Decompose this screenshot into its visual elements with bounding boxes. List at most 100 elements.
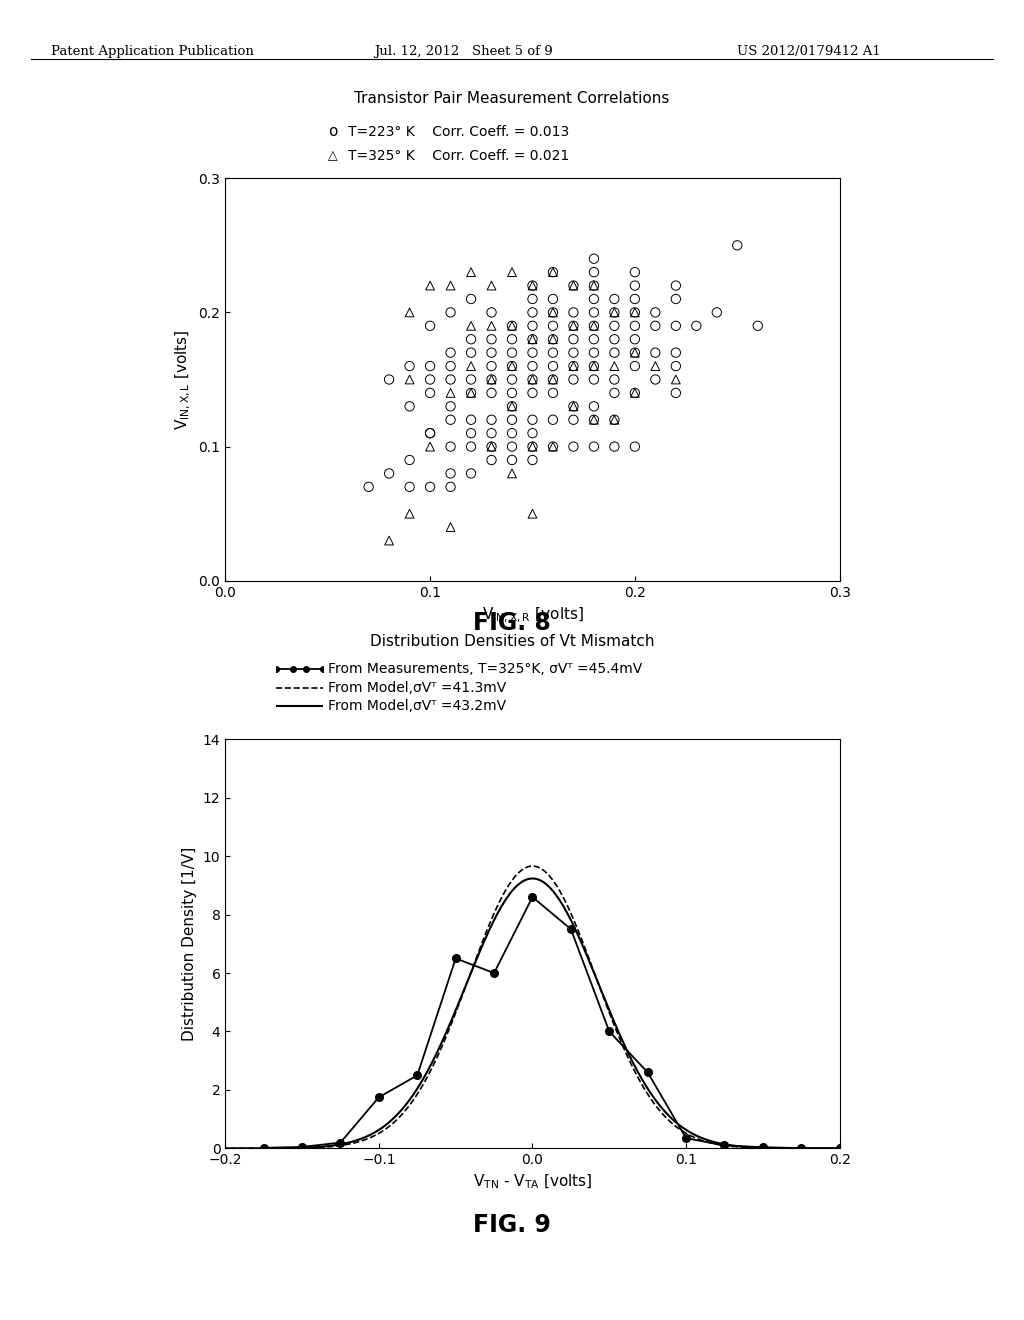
Point: [504, 449, 520, 471]
Point: [504, 422, 520, 444]
Text: Distribution Densities of Vt Mismatch: Distribution Densities of Vt Mismatch: [370, 635, 654, 649]
Point: [586, 355, 602, 376]
Point: [627, 329, 643, 350]
Point: [586, 329, 602, 350]
Point: [360, 477, 377, 498]
Point: [586, 315, 602, 337]
Point: [709, 302, 725, 323]
Point: [463, 422, 479, 444]
Point: [442, 368, 459, 391]
Point: [463, 355, 479, 376]
Point: [401, 503, 418, 524]
Point: [545, 289, 561, 310]
Point: [504, 368, 520, 391]
Point: [524, 503, 541, 524]
Point: [463, 409, 479, 430]
X-axis label: V$_{\mathregular{IN, X, R}}$ [volts]: V$_{\mathregular{IN, X, R}}$ [volts]: [481, 605, 584, 624]
Y-axis label: Distribution Density [1/V]: Distribution Density [1/V]: [182, 846, 198, 1041]
Point: [504, 409, 520, 430]
Point: [606, 329, 623, 350]
Point: [668, 383, 684, 404]
Point: [504, 383, 520, 404]
Point: [586, 436, 602, 457]
Point: [524, 302, 541, 323]
Point: [750, 315, 766, 337]
Point: [524, 329, 541, 350]
Point: [545, 368, 561, 391]
Point: [504, 315, 520, 337]
Point: [565, 315, 582, 337]
Point: [565, 275, 582, 296]
Point: [483, 302, 500, 323]
Text: From Model,σVᵀ =43.2mV: From Model,σVᵀ =43.2mV: [328, 700, 506, 713]
Point: [586, 396, 602, 417]
Point: [586, 409, 602, 430]
Point: [524, 275, 541, 296]
Point: [483, 436, 500, 457]
Point: [422, 436, 438, 457]
Point: [565, 409, 582, 430]
Point: [483, 449, 500, 471]
Point: [463, 329, 479, 350]
Point: [545, 329, 561, 350]
Point: [524, 422, 541, 444]
Point: [401, 302, 418, 323]
Point: [627, 261, 643, 282]
Point: [483, 368, 500, 391]
Point: [627, 383, 643, 404]
Point: [401, 396, 418, 417]
Point: [442, 477, 459, 498]
Text: o: o: [328, 124, 338, 140]
Point: [545, 315, 561, 337]
Point: [401, 368, 418, 391]
Point: [442, 516, 459, 537]
Point: [504, 355, 520, 376]
Point: [545, 436, 561, 457]
Point: [401, 477, 418, 498]
Point: [545, 409, 561, 430]
Point: [565, 275, 582, 296]
Point: [586, 261, 602, 282]
Point: [606, 409, 623, 430]
Point: [483, 342, 500, 363]
Point: [627, 355, 643, 376]
Point: [565, 342, 582, 363]
Point: [483, 383, 500, 404]
Text: From Model,σVᵀ =41.3mV: From Model,σVᵀ =41.3mV: [328, 681, 506, 694]
Point: [442, 302, 459, 323]
Point: [483, 409, 500, 430]
Point: [442, 383, 459, 404]
Point: [627, 342, 643, 363]
Point: [442, 436, 459, 457]
Point: [422, 355, 438, 376]
Point: [565, 329, 582, 350]
Point: [647, 302, 664, 323]
Point: [565, 368, 582, 391]
Point: [606, 315, 623, 337]
Point: [668, 342, 684, 363]
Point: [524, 449, 541, 471]
Point: [545, 436, 561, 457]
Point: [504, 355, 520, 376]
Point: [545, 302, 561, 323]
Point: [606, 289, 623, 310]
Point: [504, 396, 520, 417]
Point: [483, 368, 500, 391]
Point: [524, 368, 541, 391]
Point: [627, 315, 643, 337]
Point: [524, 329, 541, 350]
Point: [483, 355, 500, 376]
Point: [606, 302, 623, 323]
Point: [545, 261, 561, 282]
Point: [422, 477, 438, 498]
Point: [627, 289, 643, 310]
Point: [668, 275, 684, 296]
Point: [524, 315, 541, 337]
Point: [463, 383, 479, 404]
Point: [606, 383, 623, 404]
Point: [463, 436, 479, 457]
Point: [401, 449, 418, 471]
Point: [381, 529, 397, 552]
Point: [627, 342, 643, 363]
Point: [647, 342, 664, 363]
